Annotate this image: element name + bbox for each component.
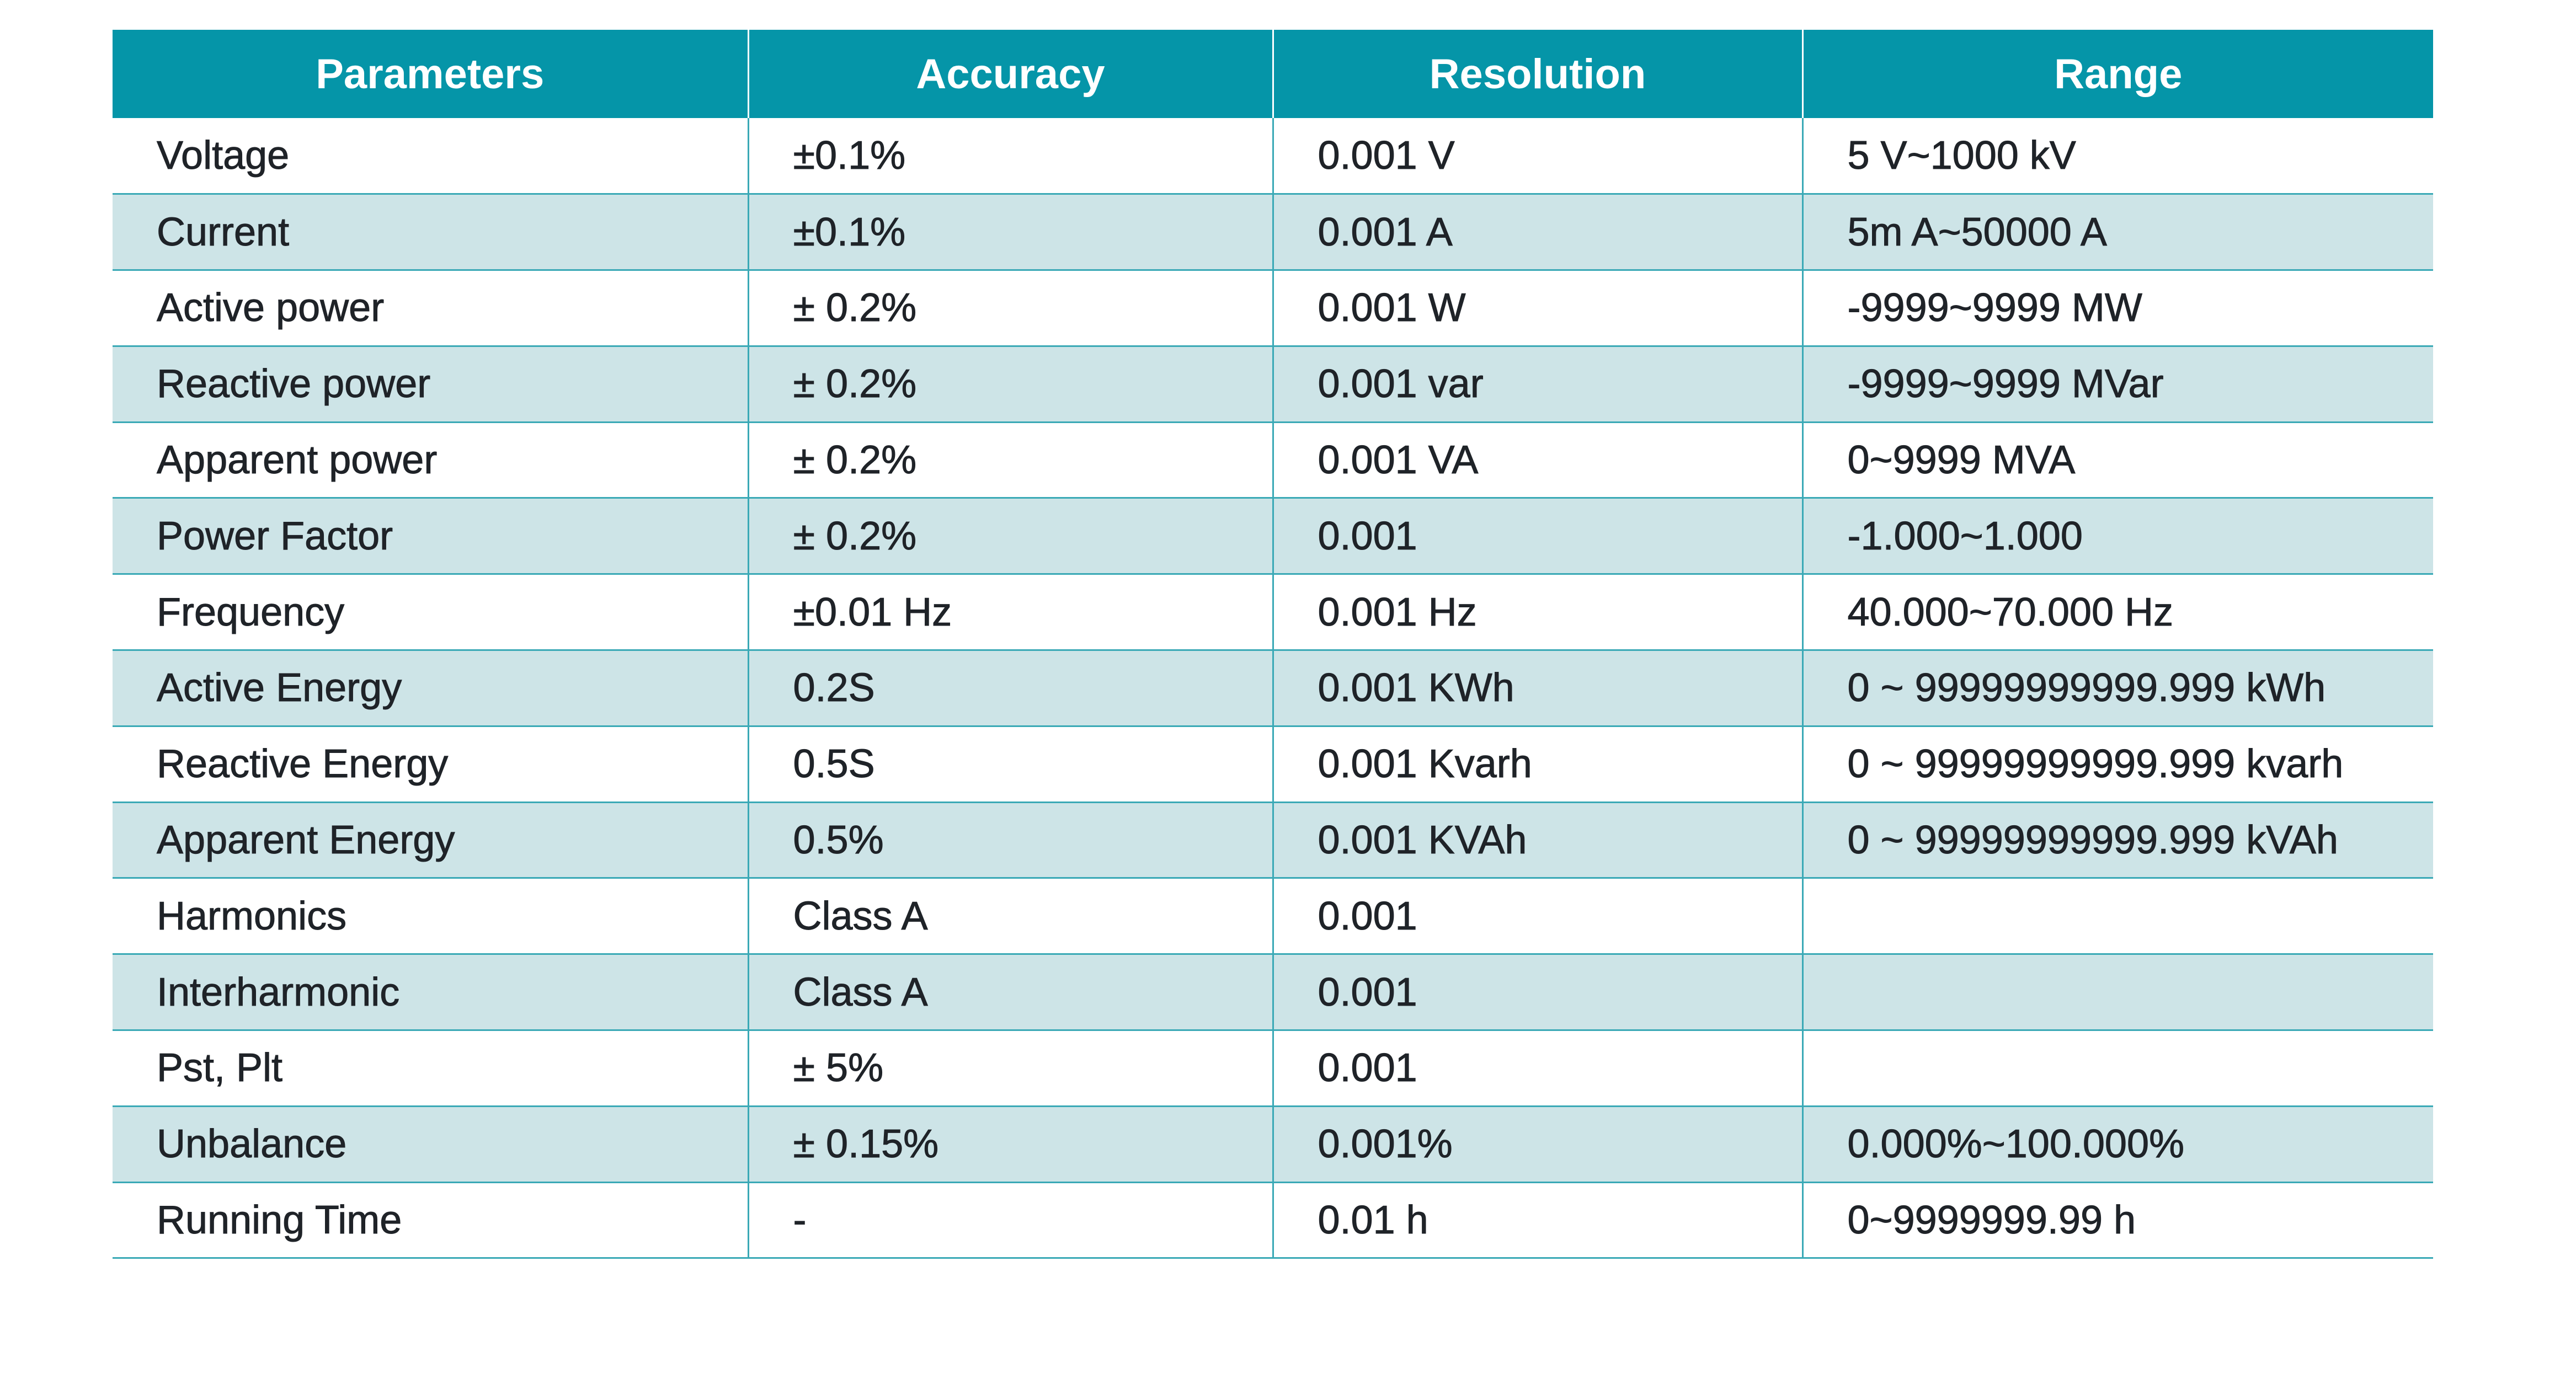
accuracy-cell: 0.5%	[747, 802, 1273, 879]
range-cell: 0 ~ 99999999999.999 kvarh	[1801, 726, 2433, 803]
range-cell: 40.000~70.000 Hz	[1801, 574, 2433, 651]
accuracy-cell: 0.2S	[747, 650, 1273, 727]
table-row: Active Energy 0.2S 0.001 KWh 0 ~ 9999999999…	[113, 650, 2433, 727]
range-cell: 0~9999999.99 h	[1801, 1182, 2433, 1259]
parameter-cell: Apparent power	[113, 422, 748, 499]
accuracy-cell: ± 0.2%	[747, 498, 1273, 575]
resolution-cell: 0.001 var	[1272, 346, 1802, 423]
resolution-cell: 0.001	[1272, 1030, 1802, 1107]
parameter-cell: Current	[113, 194, 748, 271]
table-row: Unbalance ± 0.15% 0.001% 0.000%~100.000%	[113, 1106, 2433, 1183]
resolution-cell: 0.001 Kvarh	[1272, 726, 1802, 803]
range-cell	[1801, 1030, 2433, 1107]
accuracy-cell: ±0.1%	[747, 194, 1273, 271]
range-cell	[1801, 878, 2433, 955]
parameter-cell: Interharmonic	[113, 954, 748, 1032]
range-cell: 5m A~50000 A	[1801, 194, 2433, 271]
table-row: Reactive power ± 0.2% 0.001 var -9999~9999 …	[113, 346, 2433, 423]
resolution-cell: 0.001 VA	[1272, 422, 1802, 499]
parameter-cell: Reactive power	[113, 346, 748, 423]
parameter-cell: Unbalance	[113, 1106, 748, 1183]
resolution-cell: 0.001%	[1272, 1106, 1802, 1183]
accuracy-cell: ± 0.15%	[747, 1106, 1273, 1183]
header-range: Range	[1801, 30, 2433, 118]
range-cell: 0 ~ 99999999999.999 kWh	[1801, 650, 2433, 727]
table-row: Interharmonic Class A 0.001	[113, 954, 2433, 1032]
parameter-cell: Frequency	[113, 574, 748, 651]
resolution-cell: 0.001 A	[1272, 194, 1802, 271]
table-row: Reactive Energy 0.5S 0.001 Kvarh 0 ~ 999999…	[113, 726, 2433, 803]
table-row: Harmonics Class A 0.001	[113, 878, 2433, 955]
parameter-cell: Apparent Energy	[113, 802, 748, 879]
table-row: Current ±0.1% 0.001 A 5m A~50000 A	[113, 194, 2433, 271]
range-cell: 0~9999 MVA	[1801, 422, 2433, 499]
range-cell	[1801, 954, 2433, 1032]
accuracy-cell: ± 0.2%	[747, 270, 1273, 347]
range-cell: 5 V~1000 kV	[1801, 118, 2433, 195]
parameter-cell: Voltage	[113, 118, 748, 195]
parameter-cell: Active power	[113, 270, 748, 347]
table-row: Apparent Energy 0.5% 0.001 KVAh 0 ~ 9999999…	[113, 802, 2433, 879]
header-resolution: Resolution	[1272, 30, 1802, 118]
accuracy-cell: ±0.01 Hz	[747, 574, 1273, 651]
table-row: Running Time -0.01 h 0~9999999.99 h	[113, 1182, 2433, 1259]
resolution-cell: 0.001 W	[1272, 270, 1802, 347]
header-parameters: Parameters	[113, 30, 748, 118]
parameter-cell: Active Energy	[113, 650, 748, 727]
header-row: Parameters Accuracy Resolution Range	[113, 30, 2433, 118]
spec-table: Parameters Accuracy Resolution Range Vol…	[113, 30, 2433, 1259]
table-row: Frequency ±0.01 Hz 0.001 Hz 40.000~70.000 H…	[113, 574, 2433, 651]
resolution-cell: 0.001 V	[1272, 118, 1802, 195]
range-cell: 0.000%~100.000%	[1801, 1106, 2433, 1183]
resolution-cell: 0.001 KVAh	[1272, 802, 1802, 879]
parameter-cell: Harmonics	[113, 878, 748, 955]
resolution-cell: 0.001	[1272, 954, 1802, 1032]
accuracy-cell: ± 0.2%	[747, 422, 1273, 499]
resolution-cell: 0.001 KWh	[1272, 650, 1802, 727]
accuracy-cell: ±0.1%	[747, 118, 1273, 195]
range-cell: -9999~9999 MW	[1801, 270, 2433, 347]
header-accuracy: Accuracy	[747, 30, 1273, 118]
resolution-cell: 0.001	[1272, 498, 1802, 575]
parameter-cell: Pst, Plt	[113, 1030, 748, 1107]
table-row: Apparent power ± 0.2% 0.001 VA 0~9999 MVA	[113, 422, 2433, 499]
accuracy-cell: 0.5S	[747, 726, 1273, 803]
accuracy-cell: ± 0.2%	[747, 346, 1273, 423]
resolution-cell: 0.001 Hz	[1272, 574, 1802, 651]
range-cell: 0 ~ 99999999999.999 kVAh	[1801, 802, 2433, 879]
table-header: Parameters Accuracy Resolution Range	[113, 30, 2433, 118]
parameter-cell: Running Time	[113, 1182, 748, 1259]
resolution-cell: 0.001	[1272, 878, 1802, 955]
accuracy-cell: Class A	[747, 878, 1273, 955]
table-row: Active power ± 0.2% 0.001 W -9999~9999 MW	[113, 270, 2433, 347]
range-cell: -1.000~1.000	[1801, 498, 2433, 575]
table-row: Pst, Plt ± 5% 0.001	[113, 1030, 2433, 1107]
accuracy-cell: ± 5%	[747, 1030, 1273, 1107]
parameter-cell: Power Factor	[113, 498, 748, 575]
resolution-cell: 0.01 h	[1272, 1182, 1802, 1259]
accuracy-cell: Class A	[747, 954, 1273, 1032]
accuracy-cell: -	[747, 1182, 1273, 1259]
table-row: Power Factor ± 0.2% 0.001 -1.000~1.000	[113, 498, 2433, 575]
range-cell: -9999~9999 MVar	[1801, 346, 2433, 423]
parameter-cell: Reactive Energy	[113, 726, 748, 803]
